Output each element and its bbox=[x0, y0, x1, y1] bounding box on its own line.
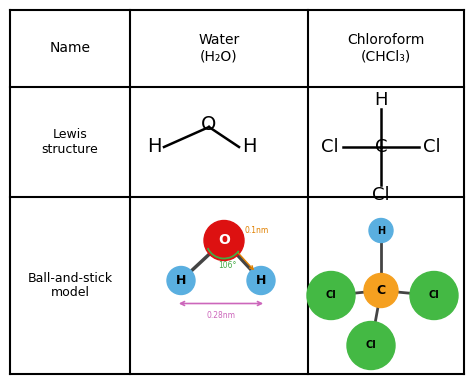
Text: Ball-and-stick
model: Ball-and-stick model bbox=[27, 271, 112, 300]
Text: 0.1nm: 0.1nm bbox=[245, 226, 269, 235]
Text: H: H bbox=[374, 91, 388, 109]
Text: Cl: Cl bbox=[372, 186, 390, 204]
Text: O: O bbox=[201, 116, 217, 134]
Text: Cl: Cl bbox=[365, 341, 376, 351]
Circle shape bbox=[247, 266, 275, 295]
Text: H: H bbox=[256, 274, 266, 287]
Text: C: C bbox=[376, 284, 385, 297]
Circle shape bbox=[307, 271, 355, 319]
Circle shape bbox=[369, 218, 393, 243]
Text: Name: Name bbox=[49, 41, 91, 56]
Text: Water
(H₂O): Water (H₂O) bbox=[199, 33, 240, 64]
Text: Cl: Cl bbox=[321, 138, 339, 156]
Text: H: H bbox=[176, 274, 186, 287]
Text: Chloroform
(CHCl₃): Chloroform (CHCl₃) bbox=[347, 33, 425, 64]
Circle shape bbox=[204, 220, 244, 260]
Text: 0.28nm: 0.28nm bbox=[207, 311, 236, 320]
Text: Cl: Cl bbox=[326, 291, 337, 301]
Text: Lewis
structure: Lewis structure bbox=[42, 128, 99, 156]
Text: Cl: Cl bbox=[423, 138, 441, 156]
Text: Cl: Cl bbox=[428, 291, 439, 301]
Text: O: O bbox=[218, 233, 230, 248]
Circle shape bbox=[364, 273, 398, 308]
Text: H: H bbox=[377, 225, 385, 235]
Circle shape bbox=[167, 266, 195, 295]
Text: H: H bbox=[242, 137, 256, 157]
Text: 106°: 106° bbox=[218, 261, 236, 270]
Circle shape bbox=[410, 271, 458, 319]
Text: H: H bbox=[147, 137, 161, 157]
Circle shape bbox=[347, 321, 395, 369]
Text: C: C bbox=[375, 138, 387, 156]
